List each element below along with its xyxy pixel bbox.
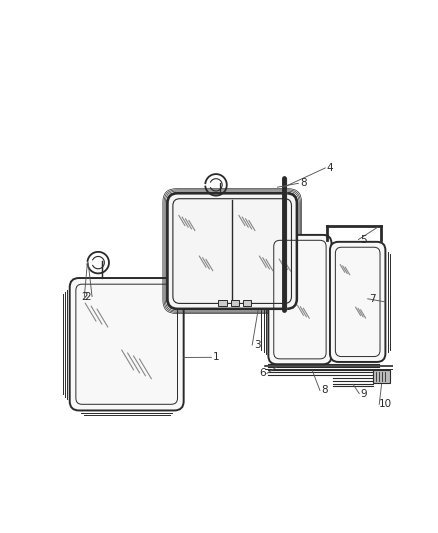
FancyBboxPatch shape xyxy=(167,193,297,309)
Text: 7: 7 xyxy=(369,294,376,304)
FancyBboxPatch shape xyxy=(268,235,332,364)
Bar xyxy=(243,300,251,306)
Text: 8: 8 xyxy=(321,385,328,395)
Text: 1: 1 xyxy=(213,352,219,362)
Bar xyxy=(218,300,227,306)
Text: 4: 4 xyxy=(327,163,333,173)
Text: 8: 8 xyxy=(300,179,307,188)
Text: 10: 10 xyxy=(379,399,392,409)
Bar xyxy=(373,370,390,383)
Text: 3: 3 xyxy=(254,340,260,350)
FancyBboxPatch shape xyxy=(330,242,385,362)
Text: 9: 9 xyxy=(361,389,367,399)
Bar xyxy=(231,300,239,306)
Text: 5: 5 xyxy=(360,235,367,245)
Text: 2: 2 xyxy=(85,292,91,302)
FancyBboxPatch shape xyxy=(70,278,184,410)
Text: 6: 6 xyxy=(259,368,266,378)
Text: 2: 2 xyxy=(81,292,88,302)
